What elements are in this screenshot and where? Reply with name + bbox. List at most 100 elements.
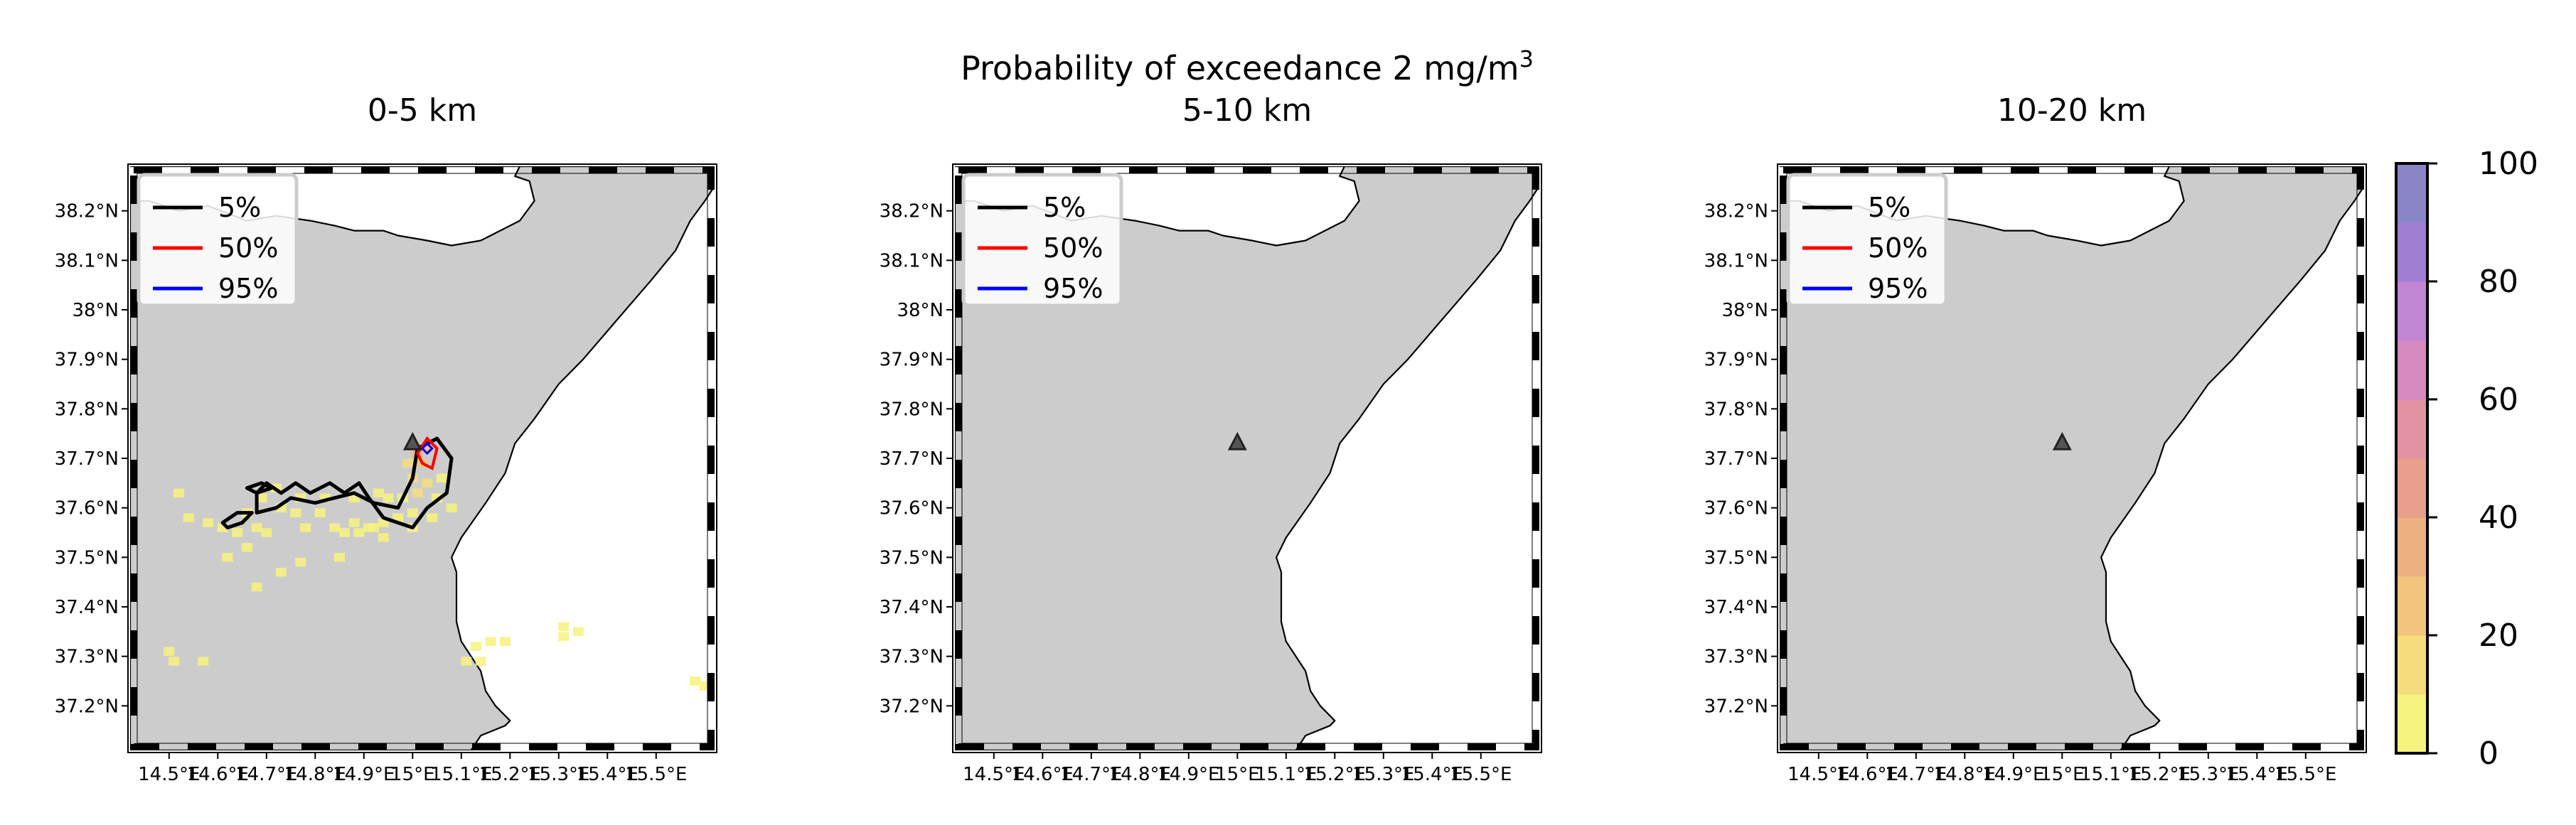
lon-tick-label: 15.1°E bbox=[430, 764, 492, 785]
lon-tick-label: 15.3°E bbox=[1352, 764, 1414, 785]
map-frame-dashed bbox=[130, 166, 715, 750]
lon-tick-label: 15.3°E bbox=[2177, 764, 2239, 785]
land-coastline bbox=[1780, 166, 2364, 750]
probability-cell bbox=[436, 473, 447, 483]
probability-cell bbox=[485, 637, 496, 646]
contour-50pct bbox=[415, 436, 439, 470]
colorbar-band bbox=[2396, 399, 2427, 459]
lon-tick-label: 14.9°E bbox=[1158, 764, 1219, 785]
lon-tick-label: 15°E bbox=[390, 764, 435, 785]
probability-cell bbox=[402, 458, 413, 468]
contour-5pct bbox=[220, 511, 254, 529]
legend-label: 50% bbox=[218, 232, 278, 264]
colorbar: 0 20 40 60 80 100 bbox=[2395, 146, 2538, 772]
lon-tick-label: 14.8°E bbox=[284, 764, 346, 785]
lat-tick-label: 38°N bbox=[72, 300, 119, 321]
colorbar-band bbox=[2396, 694, 2427, 754]
lon-tick-label: 15.2°E bbox=[1304, 764, 1366, 785]
colorbar-band bbox=[2396, 576, 2427, 636]
probability-cell bbox=[348, 518, 360, 527]
probability-cell bbox=[314, 508, 326, 517]
suptitle-superscript: 3 bbox=[1519, 45, 1534, 72]
colorbar-band bbox=[2396, 222, 2427, 282]
lat-tick-label: 38.2°N bbox=[880, 201, 944, 222]
colorbar-tick-label: 100 bbox=[2479, 146, 2538, 182]
colorbar-band bbox=[2396, 458, 2427, 518]
legend: 5% 50% 95% bbox=[1786, 173, 1948, 308]
lon-tick-label: 15.3°E bbox=[528, 764, 589, 785]
colorbar-band bbox=[2396, 163, 2427, 223]
lat-tick-label: 38.1°N bbox=[1704, 250, 1768, 271]
triangle-icon bbox=[1227, 431, 1247, 451]
lat-tick-label: 37.4°N bbox=[55, 597, 119, 618]
lon-tick-label: 14.7°E bbox=[1885, 764, 1947, 785]
lon-tick-label: 15.2°E bbox=[479, 764, 541, 785]
probability-cell bbox=[572, 627, 584, 636]
legend-label: 50% bbox=[1043, 232, 1103, 264]
probability-cell bbox=[499, 637, 511, 646]
lon-tick-label: 15.1°E bbox=[1255, 764, 1317, 785]
lat-tick-label: 37.8°N bbox=[55, 399, 119, 420]
lon-tick-label: 15.5°E bbox=[2275, 764, 2336, 785]
lat-tick-label: 37.9°N bbox=[880, 350, 944, 371]
legend: 5% 50% 95% bbox=[961, 173, 1123, 308]
probability-cell bbox=[338, 528, 350, 537]
lat-tick-label: 37.8°N bbox=[880, 399, 944, 420]
probability-cell bbox=[475, 657, 486, 666]
colorbar-band bbox=[2396, 340, 2427, 400]
legend-label: 50% bbox=[1868, 232, 1928, 264]
lat-tick-label: 38.1°N bbox=[880, 250, 944, 271]
colorbar-tick-label: 80 bbox=[2479, 264, 2518, 300]
colorbar-band bbox=[2396, 281, 2427, 341]
triangle-icon bbox=[402, 431, 422, 451]
probability-cell bbox=[383, 493, 394, 502]
land-coastline bbox=[955, 166, 1539, 750]
probability-cell bbox=[198, 657, 209, 666]
probability-cell bbox=[164, 647, 175, 656]
probability-cell bbox=[412, 488, 423, 497]
probability-cell bbox=[461, 657, 472, 666]
probability-cell bbox=[373, 488, 384, 497]
probability-cell bbox=[295, 558, 306, 567]
lon-tick-label: 14.8°E bbox=[1109, 764, 1171, 785]
lat-tick-label: 37.8°N bbox=[1704, 399, 1768, 420]
probability-cell bbox=[169, 657, 180, 666]
lat-tick-label: 37.3°N bbox=[880, 647, 944, 668]
lat-tick-label: 38.2°N bbox=[55, 201, 119, 222]
land-coastline bbox=[130, 166, 715, 750]
lon-tick-label: 15°E bbox=[1215, 764, 1260, 785]
legend-label: 5% bbox=[218, 192, 261, 223]
probability-cell bbox=[368, 523, 380, 532]
legend-label: 95% bbox=[1868, 273, 1928, 304]
lon-tick-label: 15°E bbox=[2040, 764, 2085, 785]
legend-label: 95% bbox=[1043, 273, 1103, 304]
lat-tick-label: 37.3°N bbox=[1704, 647, 1768, 668]
map-frame-inner bbox=[1786, 173, 2358, 744]
lon-tick-label: 14.8°E bbox=[1934, 764, 1996, 785]
lat-tick-label: 37.6°N bbox=[880, 498, 944, 519]
map-frame-dashed bbox=[955, 166, 1539, 750]
probability-cell bbox=[558, 622, 570, 632]
lon-tick-label: 14.5°E bbox=[963, 764, 1025, 785]
probability-cell bbox=[232, 528, 243, 537]
lon-tick-label: 15.4°E bbox=[1401, 764, 1463, 785]
probability-cell bbox=[378, 533, 389, 542]
figure-suptitle: Probability of exceedance 2 mg/m3 bbox=[961, 45, 1534, 87]
lat-tick-label: 37.4°N bbox=[880, 597, 944, 618]
probability-cell bbox=[300, 523, 311, 532]
contour-95pct bbox=[420, 441, 434, 455]
probability-cell bbox=[241, 543, 252, 552]
probability-cell bbox=[251, 582, 262, 592]
panel-title-1: 5-10 km bbox=[1182, 92, 1312, 129]
lon-tick-label: 14.5°E bbox=[138, 764, 200, 785]
colorbar-tick-label: 20 bbox=[2479, 618, 2518, 654]
lat-tick-label: 38.1°N bbox=[55, 250, 119, 271]
triangle-icon bbox=[2052, 431, 2072, 451]
probability-cell bbox=[353, 528, 365, 537]
lon-tick-label: 14.9°E bbox=[1982, 764, 2044, 785]
map-panel-0-5km: 38.2°N 38.1°N 38°N 37.9°N 37.8°N 37.7°N 37.6°N… bbox=[55, 163, 717, 785]
colorbar-band bbox=[2396, 635, 2427, 695]
map-frame-dashed bbox=[1780, 166, 2364, 750]
lon-tick-label: 15.5°E bbox=[625, 764, 687, 785]
